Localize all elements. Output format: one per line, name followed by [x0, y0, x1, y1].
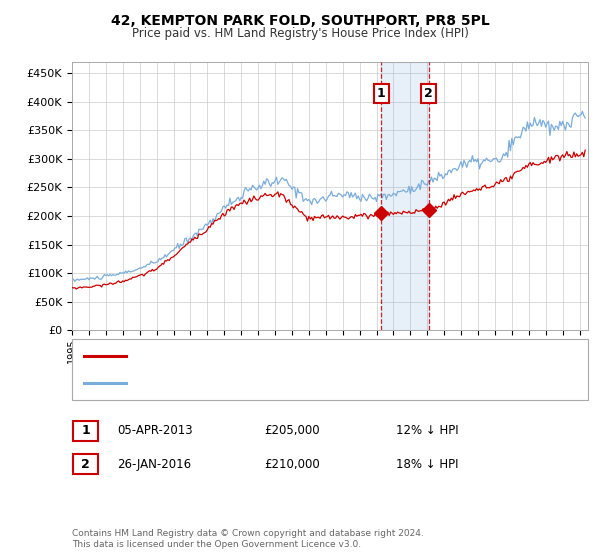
Text: Price paid vs. HM Land Registry's House Price Index (HPI): Price paid vs. HM Land Registry's House … [131, 27, 469, 40]
Text: 12% ↓ HPI: 12% ↓ HPI [396, 424, 458, 437]
Text: 1: 1 [377, 87, 385, 100]
Text: 1: 1 [82, 424, 90, 437]
Text: £210,000: £210,000 [264, 458, 320, 471]
Text: 18% ↓ HPI: 18% ↓ HPI [396, 458, 458, 471]
Text: 26-JAN-2016: 26-JAN-2016 [117, 458, 191, 471]
Text: 2: 2 [424, 87, 433, 100]
Text: £205,000: £205,000 [264, 424, 320, 437]
Text: Contains HM Land Registry data © Crown copyright and database right 2024.
This d: Contains HM Land Registry data © Crown c… [72, 529, 424, 549]
Text: 05-APR-2013: 05-APR-2013 [117, 424, 193, 437]
Text: 42, KEMPTON PARK FOLD, SOUTHPORT, PR8 5PL (detached house): 42, KEMPTON PARK FOLD, SOUTHPORT, PR8 5P… [135, 351, 480, 361]
Text: 2: 2 [82, 458, 90, 471]
Text: HPI: Average price, detached house, Sefton: HPI: Average price, detached house, Seft… [135, 378, 362, 388]
Bar [381, 62, 428, 330]
Text: 42, KEMPTON PARK FOLD, SOUTHPORT, PR8 5PL: 42, KEMPTON PARK FOLD, SOUTHPORT, PR8 5P… [110, 14, 490, 28]
